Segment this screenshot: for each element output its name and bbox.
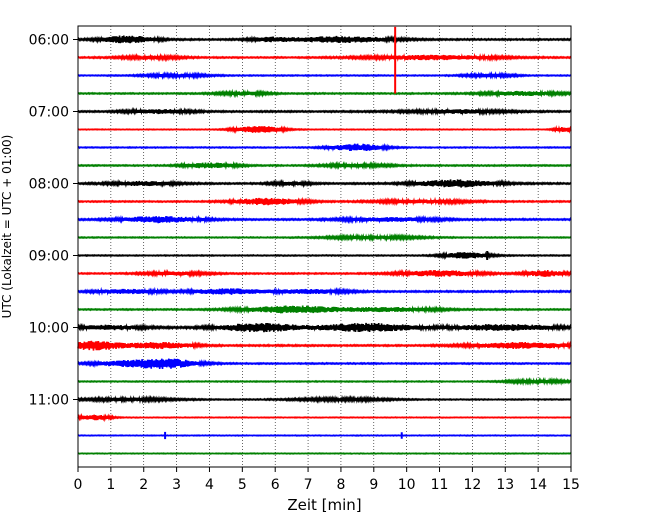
seismic-trace	[77, 70, 572, 81]
seismic-trace	[77, 251, 572, 261]
y-axis-ticks: 06:00 07:00 08:00 09:00 10:00 11:00	[29, 33, 78, 409]
y-axis-label: UTC (Lokalzeit = UTC + 01:00)	[0, 135, 14, 319]
seismic-trace	[77, 106, 572, 117]
x-axis-label: Zeit [min]	[287, 496, 361, 514]
y-tick-label: 11:00	[29, 393, 69, 409]
x-tick-label: 12	[463, 477, 481, 493]
seismic-trace	[77, 394, 572, 405]
y-tick-label: 10:00	[29, 321, 69, 337]
y-tick-label: 08:00	[29, 177, 69, 193]
trace-layer	[77, 34, 572, 455]
y-tick-label: 07:00	[29, 105, 69, 121]
plot-frame	[77, 25, 572, 468]
x-tick-label: 10	[398, 477, 416, 493]
x-tick-label: 3	[172, 477, 181, 493]
seismic-trace	[77, 358, 572, 370]
x-tick-label: 15	[562, 477, 580, 493]
y-tick-label: 06:00	[29, 33, 69, 49]
seismic-trace	[77, 452, 572, 455]
seismic-trace	[77, 34, 572, 45]
seismic-trace	[77, 52, 572, 63]
seismic-trace	[77, 376, 572, 387]
seismic-trace	[77, 214, 572, 225]
x-tick-label: 1	[106, 477, 115, 493]
seismic-trace	[77, 232, 572, 243]
seismic-trace	[77, 88, 572, 99]
x-tick-label: 9	[369, 477, 378, 493]
x-tick-label: 4	[205, 477, 214, 493]
seismic-trace	[77, 434, 572, 437]
seismic-trace	[77, 305, 572, 315]
y-tick-label: 09:00	[29, 249, 69, 265]
seismic-trace	[77, 160, 572, 171]
seismic-trace	[77, 322, 572, 333]
seismic-trace	[77, 196, 572, 207]
spike-layer	[164, 26, 489, 440]
seismic-trace	[77, 178, 572, 189]
seismic-trace	[77, 142, 572, 152]
x-tick-label: 7	[304, 477, 313, 493]
seismic-trace	[77, 124, 572, 135]
seismic-trace	[77, 286, 572, 297]
x-tick-label: 5	[238, 477, 247, 493]
seismic-trace	[77, 340, 572, 351]
x-tick-label: 8	[336, 477, 345, 493]
x-tick-label: 11	[431, 477, 449, 493]
x-tick-label: 14	[529, 477, 547, 493]
x-axis-ticks: 0 1 2 3 4 5 6 7 8 9 10 11 12 13 14 15	[74, 467, 580, 493]
x-tick-label: 6	[271, 477, 280, 493]
seismic-trace	[77, 268, 572, 279]
x-tick-label: 2	[139, 477, 148, 493]
x-tick-label: 0	[74, 477, 83, 493]
seismic-trace	[77, 412, 572, 423]
x-tick-label: 13	[496, 477, 514, 493]
